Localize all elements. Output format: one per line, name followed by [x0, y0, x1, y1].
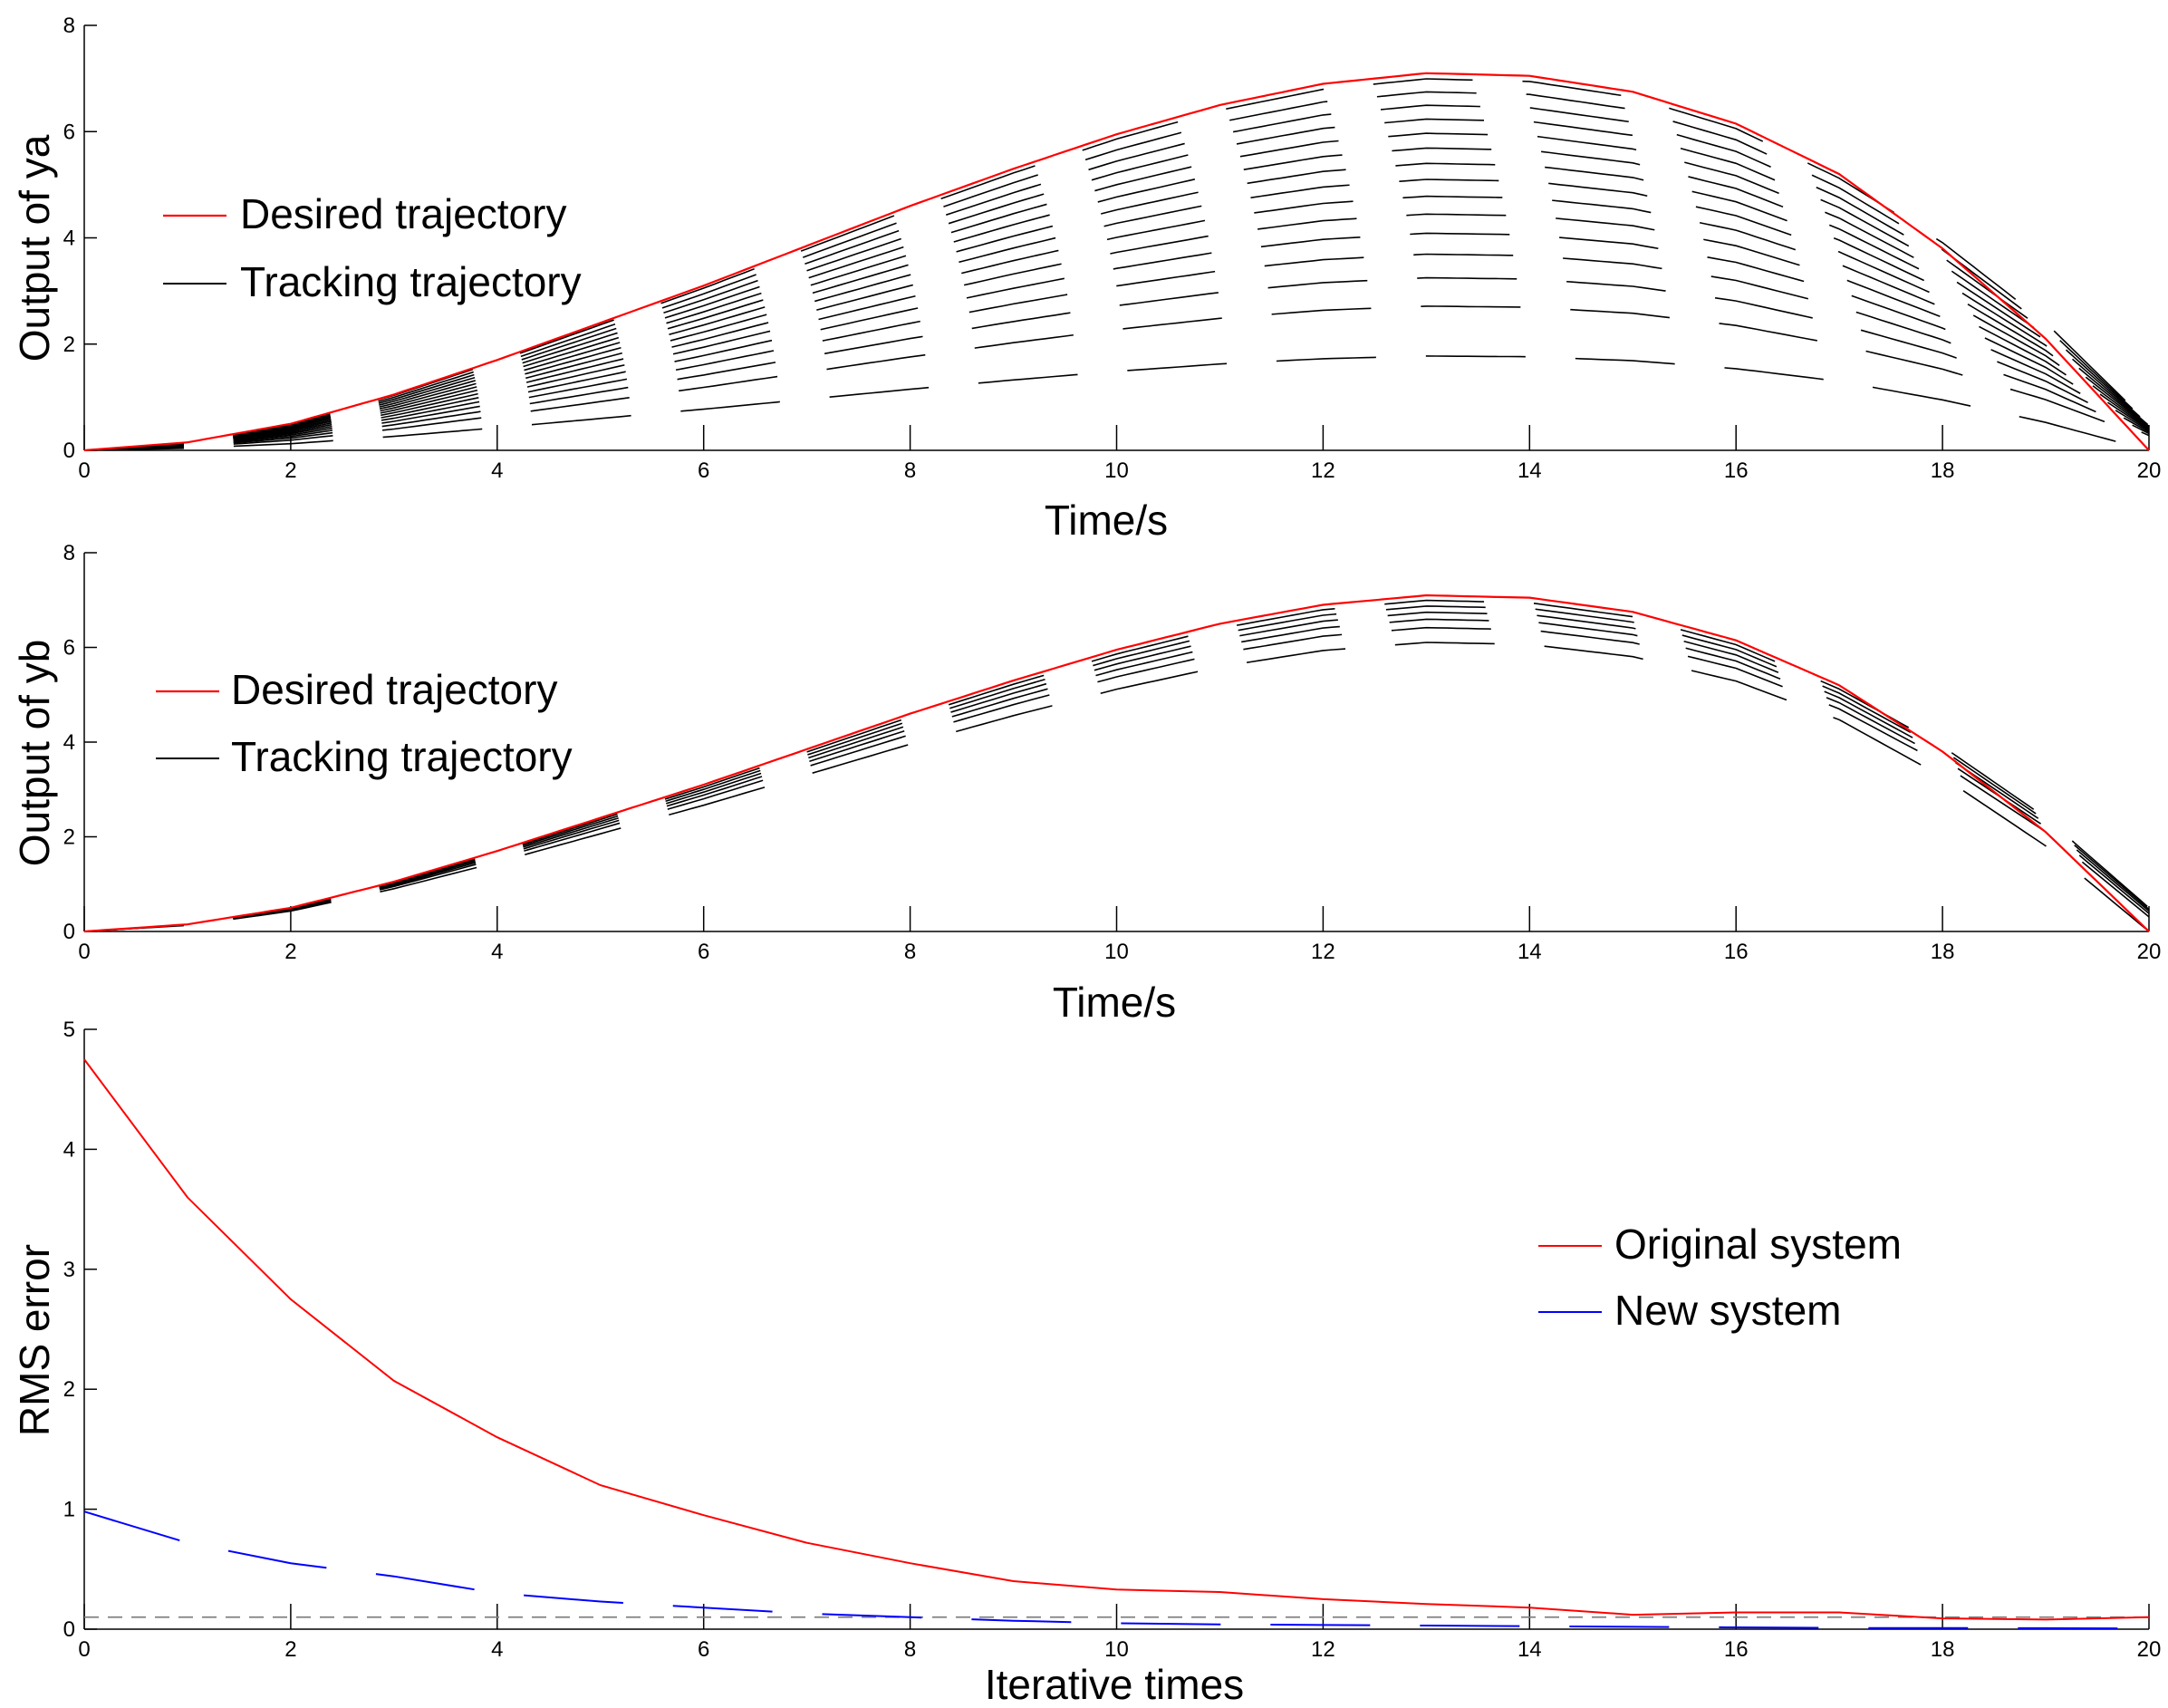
y-tick-label: 1: [63, 1498, 75, 1522]
y-tick-label: 6: [63, 636, 75, 661]
y-tick-label: 4: [63, 1137, 75, 1162]
tracking-trajectory-iteration-4: [83, 611, 2150, 932]
tracking-trajectory-iteration-2: [83, 305, 2150, 451]
y-tick-label: 8: [63, 14, 75, 38]
legend-label-tracking: Tracking trajectory: [240, 258, 582, 305]
x-tick-label: 4: [491, 940, 503, 964]
y-tick-label: 2: [63, 1377, 75, 1402]
tracking-trajectory-iteration-13: [83, 104, 2150, 451]
x-tick-label: 8: [904, 1637, 916, 1662]
legend-label-desired: Desired trajectory: [231, 666, 557, 713]
x-tick-label: 2: [284, 1637, 296, 1662]
y-tick-label: 0: [63, 439, 75, 463]
series-line-new-system: [83, 1510, 2150, 1630]
x-tick-label: 10: [1104, 1637, 1129, 1662]
x-tick-label: 20: [2137, 458, 2162, 483]
y-tick-label: 0: [63, 920, 75, 944]
tracking-trajectory-iteration-1: [83, 355, 2150, 451]
chart-1: 0 2 4 6 8 10 12 14 16 18 20 0 2 4 6 8 Time/s Output of ya…: [11, 14, 2161, 544]
x-tick-label: 0: [78, 458, 90, 483]
x-tick-label: 4: [491, 458, 503, 483]
y-tick-label: 3: [63, 1258, 75, 1282]
y-axis-label: Output of ya: [11, 134, 58, 362]
x-tick-label: 0: [78, 940, 90, 964]
x-tick-label: 4: [491, 1637, 503, 1662]
x-tick-label: 10: [1104, 940, 1129, 964]
tracking-trajectories: [83, 78, 2150, 451]
x-tick-label: 14: [1518, 1637, 1542, 1662]
tracking-trajectory-iteration-6: [83, 213, 2150, 451]
legend: Original system New system: [1538, 1221, 1902, 1334]
tracking-trajectory-iteration-5: [83, 605, 2150, 932]
x-tick-label: 0: [78, 1637, 90, 1662]
x-axis-label: Time/s: [1045, 497, 1168, 544]
x-tick-label: 12: [1311, 458, 1335, 483]
y-tick-label: 4: [63, 730, 75, 755]
tracking-trajectory-iteration-10: [83, 147, 2150, 451]
desired-trajectory-line: [83, 593, 2150, 933]
tracking-trajectory-iteration-5: [83, 232, 2150, 451]
y-tick-label: 6: [63, 120, 75, 144]
legend: Desired trajectory Tracking trajectory: [156, 666, 573, 780]
tracking-trajectory-iteration-8: [83, 179, 2150, 451]
x-tick-label: 6: [698, 458, 709, 483]
legend-label-new-system: New system: [1614, 1287, 1841, 1334]
x-tick-label: 10: [1104, 458, 1129, 483]
tracking-trajectory-iteration-14: [83, 91, 2150, 451]
x-tick-label: 18: [1931, 458, 1955, 483]
tracking-trajectory-iteration-9: [83, 162, 2150, 451]
y-tick-label: 0: [63, 1617, 75, 1642]
legend-label-original-system: Original system: [1614, 1221, 1902, 1268]
legend-label-tracking: Tracking trajectory: [231, 733, 573, 780]
y-tick-label: 4: [63, 227, 75, 251]
tracking-trajectory-iteration-1: [83, 642, 2150, 932]
tracking-trajectory-iteration-11: [83, 132, 2150, 451]
x-tick-label: 14: [1518, 940, 1542, 964]
x-tick-label: 16: [1724, 1637, 1749, 1662]
x-tick-label: 2: [284, 940, 296, 964]
x-axis-label: Time/s: [1053, 979, 1176, 1026]
y-tick-label: 8: [63, 541, 75, 565]
x-axis-label: Iterative times: [985, 1661, 1244, 1708]
tracking-trajectory-iteration-3: [83, 618, 2150, 932]
x-tick-label: 6: [698, 940, 709, 964]
x-tick-label: 12: [1311, 940, 1335, 964]
chart-2: 0 2 4 6 8 10 12 14 16 18 20 0 2 4 6 8 Time/s Output of yb…: [11, 541, 2161, 1026]
x-tick-label: 2: [284, 458, 296, 483]
tracking-trajectory-iteration-7: [83, 195, 2150, 451]
tracking-trajectory-iteration-12: [83, 118, 2150, 451]
series-line-original-system: [83, 1058, 2150, 1621]
legend-label-desired: Desired trajectory: [240, 190, 566, 237]
tracking-trajectory-iteration-2: [83, 626, 2150, 932]
tracking-trajectory-iteration-4: [83, 253, 2150, 451]
x-tick-label: 18: [1931, 940, 1955, 964]
x-tick-label: 18: [1931, 1637, 1955, 1662]
y-axis-label: RMS error: [11, 1244, 58, 1436]
x-tick-label: 16: [1724, 940, 1749, 964]
x-tick-label: 20: [2137, 1637, 2162, 1662]
x-tick-label: 14: [1518, 458, 1542, 483]
x-tick-label: 6: [698, 1637, 709, 1662]
x-tick-label: 8: [904, 458, 916, 483]
desired-trajectory-line: [83, 72, 2150, 452]
x-tick-label: 16: [1724, 458, 1749, 483]
y-tick-label: 2: [63, 825, 75, 850]
x-tick-label: 8: [904, 940, 916, 964]
x-tick-label: 12: [1311, 1637, 1335, 1662]
tracking-trajectory-iteration-3: [83, 276, 2150, 451]
y-axis-label: Output of yb: [11, 640, 58, 867]
y-tick-label: 2: [63, 333, 75, 357]
y-tick-label: 5: [63, 1018, 75, 1042]
legend: Desired trajectory Tracking trajectory: [163, 190, 582, 305]
x-tick-label: 20: [2137, 940, 2162, 964]
